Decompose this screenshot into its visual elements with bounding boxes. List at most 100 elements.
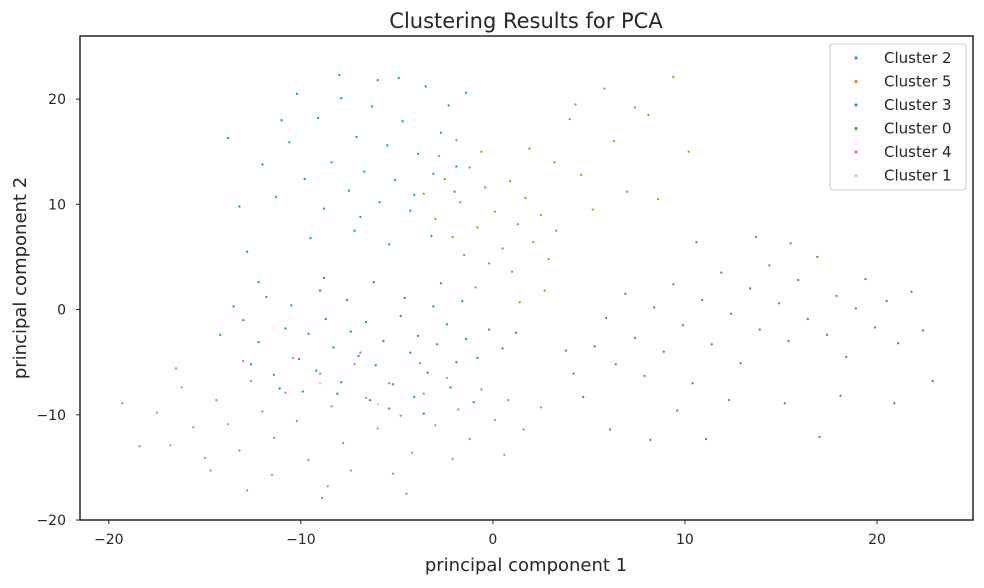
data-points-layer bbox=[121, 73, 934, 500]
data-point bbox=[451, 457, 454, 461]
data-point bbox=[432, 172, 435, 175]
y-tick-label: 0 bbox=[57, 303, 66, 319]
data-point bbox=[393, 178, 397, 182]
data-point bbox=[219, 333, 222, 336]
data-point bbox=[370, 105, 374, 108]
data-point bbox=[921, 329, 925, 332]
data-point bbox=[307, 458, 310, 462]
data-point bbox=[318, 289, 322, 292]
data-point bbox=[245, 250, 249, 253]
data-point bbox=[245, 489, 249, 492]
data-point bbox=[303, 177, 306, 181]
data-point bbox=[864, 277, 867, 281]
data-point bbox=[290, 304, 293, 307]
data-point bbox=[399, 314, 402, 318]
data-point bbox=[295, 419, 299, 423]
data-point bbox=[507, 398, 510, 402]
legend-label: Cluster 3 bbox=[884, 96, 952, 114]
data-point bbox=[572, 372, 575, 375]
data-point bbox=[388, 407, 391, 410]
data-point bbox=[464, 91, 468, 95]
data-point bbox=[447, 104, 450, 107]
data-point bbox=[209, 469, 212, 472]
data-point bbox=[397, 76, 400, 80]
data-point bbox=[453, 190, 456, 193]
data-point bbox=[647, 113, 650, 117]
data-point bbox=[368, 398, 372, 402]
data-point bbox=[364, 396, 368, 400]
data-point bbox=[409, 209, 412, 212]
data-point bbox=[656, 197, 660, 201]
data-point bbox=[484, 186, 487, 189]
y-tick-label: 10 bbox=[48, 197, 66, 213]
data-point bbox=[288, 141, 291, 144]
data-point bbox=[455, 165, 458, 168]
data-point bbox=[338, 73, 341, 77]
data-point bbox=[411, 451, 414, 454]
data-point bbox=[376, 403, 379, 406]
legend-label: Cluster 4 bbox=[884, 143, 952, 161]
data-point bbox=[388, 382, 391, 385]
data-point bbox=[424, 85, 427, 88]
data-point bbox=[564, 349, 568, 352]
data-point bbox=[322, 276, 326, 280]
y-tick-label: 20 bbox=[48, 92, 66, 108]
data-point bbox=[399, 414, 402, 417]
legend-marker bbox=[854, 173, 858, 178]
data-point bbox=[418, 362, 422, 365]
data-point bbox=[612, 140, 616, 143]
plot-area-frame bbox=[79, 35, 974, 521]
data-point bbox=[608, 428, 612, 431]
y-axis-label: principal component 2 bbox=[10, 177, 31, 379]
y-tick-label: −10 bbox=[36, 408, 66, 424]
data-point bbox=[169, 444, 172, 447]
data-point bbox=[514, 331, 518, 334]
data-point bbox=[701, 298, 704, 302]
data-point bbox=[459, 201, 462, 204]
data-point bbox=[462, 253, 466, 257]
data-point bbox=[662, 350, 665, 353]
data-point bbox=[451, 235, 454, 239]
data-point bbox=[409, 351, 412, 354]
data-point bbox=[272, 373, 276, 376]
legend-box bbox=[829, 43, 967, 191]
data-point bbox=[437, 154, 441, 158]
data-point bbox=[528, 147, 531, 150]
data-point bbox=[532, 241, 535, 244]
data-point bbox=[443, 177, 447, 181]
data-point bbox=[854, 307, 858, 310]
legend-label: Cluster 0 bbox=[884, 120, 952, 138]
data-point bbox=[434, 217, 437, 221]
data-point bbox=[676, 409, 679, 412]
data-point bbox=[687, 150, 690, 153]
data-point bbox=[434, 424, 437, 427]
data-point bbox=[416, 152, 420, 155]
data-point bbox=[720, 271, 723, 274]
data-point bbox=[516, 223, 520, 226]
data-point bbox=[931, 379, 934, 383]
chart-title: Clustering Results for PCA bbox=[389, 9, 663, 33]
data-point bbox=[524, 196, 527, 200]
data-point bbox=[591, 208, 594, 211]
y-axis-ticks: −20 −10 0 10 20 bbox=[36, 92, 80, 529]
data-point bbox=[468, 166, 471, 169]
data-point bbox=[422, 392, 425, 395]
data-point bbox=[487, 262, 491, 265]
data-point bbox=[480, 388, 483, 391]
data-point bbox=[633, 106, 637, 109]
data-point bbox=[839, 394, 842, 397]
data-point bbox=[284, 327, 287, 330]
data-point bbox=[710, 343, 713, 346]
data-point bbox=[355, 135, 358, 139]
data-point bbox=[226, 136, 230, 140]
data-point bbox=[555, 229, 558, 232]
data-point bbox=[280, 119, 283, 122]
data-point bbox=[910, 290, 913, 293]
data-point bbox=[789, 242, 792, 245]
legend-label: Cluster 1 bbox=[884, 167, 952, 185]
data-point bbox=[330, 161, 333, 164]
data-point bbox=[825, 333, 829, 336]
data-point bbox=[568, 117, 571, 121]
data-point bbox=[405, 492, 408, 495]
data-point bbox=[376, 427, 379, 430]
